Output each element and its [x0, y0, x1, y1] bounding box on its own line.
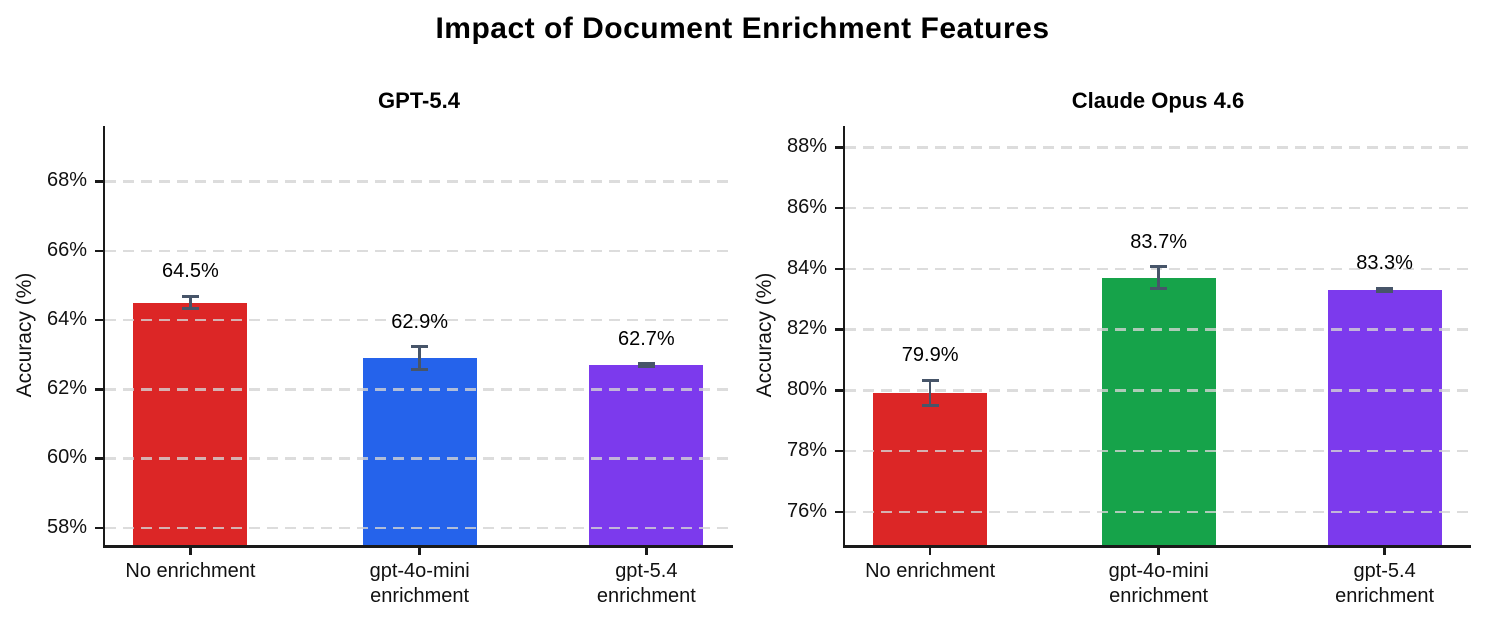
gridline [845, 146, 1471, 149]
y-tick-label: 62% [46, 377, 87, 400]
error-bar-cap-bottom [637, 364, 655, 368]
y-tick-label: 80% [786, 378, 827, 401]
x-tick-mark [1383, 547, 1386, 555]
gridline [105, 457, 733, 460]
y-tick-mark [95, 249, 103, 253]
gridline [105, 388, 733, 391]
x-tick-label-line: enrichment [1109, 585, 1209, 607]
value-label: 79.9% [901, 344, 959, 367]
gridline [105, 180, 733, 183]
value-label: 64.5% [162, 260, 219, 283]
x-tick-mark [1157, 547, 1160, 555]
x-tick-label: gpt-5.4 enrichment [1270, 559, 1485, 609]
y-tick-label: 76% [786, 499, 827, 522]
plot-area-claude: 76% 78% 80% 82% 84% 86% 88% 79.9% No enrichment 8… [787, 126, 1471, 607]
x-tick-label-line: gpt-5.4 [1353, 560, 1416, 582]
x-tick-label-line: No enrichment [865, 560, 996, 582]
x-tick-label-line: enrichment [596, 585, 696, 607]
bar [1327, 289, 1442, 545]
error-bar [928, 380, 932, 406]
x-tick-label-line: gpt-5.4 [615, 560, 678, 582]
error-bar-cap-bottom [181, 307, 199, 311]
error-bar-cap-top [637, 362, 655, 366]
value-label: 62.7% [617, 327, 675, 350]
gridline [845, 449, 1471, 453]
bottom-spine [842, 545, 1471, 548]
error-bar-cap-bottom [921, 404, 939, 408]
x-tick-label: No enrichment [75, 559, 305, 584]
error-bar-cap-top [411, 345, 429, 349]
y-tick-mark [95, 318, 103, 322]
gridline [845, 510, 1471, 514]
error-bar-cap-bottom [411, 367, 429, 371]
error-bar-cap-bottom [1150, 287, 1168, 291]
y-tick-mark [95, 457, 103, 460]
y-tick-label: 60% [46, 446, 87, 469]
x-tick-label-line: gpt-4o-mini [369, 560, 470, 582]
bar [873, 393, 988, 545]
y-tick-mark [95, 526, 103, 530]
left-spine [842, 126, 845, 548]
y-tick-mark [835, 146, 843, 149]
y-tick-mark [835, 328, 843, 331]
subplot-title-gpt: GPT-5.4 [378, 88, 460, 113]
error-bar-cap-top [1150, 265, 1168, 269]
y-tick-mark [835, 449, 843, 453]
error-bar-cap-top [181, 294, 199, 298]
error-bar-cap-top [1376, 286, 1394, 290]
y-tick-mark [835, 267, 843, 271]
y-tick-label: 64% [46, 307, 87, 330]
gridline [845, 389, 1471, 392]
gridline [845, 206, 1471, 210]
figure-title: Impact of Document Enrichment Features [435, 12, 1050, 45]
y-tick-label: 78% [786, 438, 827, 461]
x-tick-mark [928, 547, 932, 555]
bar [589, 364, 704, 545]
error-bar-cap-top [921, 378, 939, 382]
y-tick-label: 66% [46, 238, 87, 261]
x-tick-mark [645, 547, 648, 555]
error-bar [418, 346, 421, 370]
x-tick-label-line: enrichment [1335, 585, 1435, 607]
y-tick-label: 58% [46, 515, 87, 538]
y-tick-mark [835, 510, 843, 514]
left-spine [102, 126, 105, 548]
error-bar [1157, 266, 1160, 289]
bar [1101, 277, 1216, 545]
y-tick-mark [95, 180, 103, 183]
bar [362, 358, 477, 545]
x-tick-label: gpt-4o-mini enrichment [305, 559, 535, 609]
y-tick-label: 68% [46, 169, 87, 192]
value-label: 83.3% [1356, 252, 1413, 275]
y-tick-mark [835, 389, 843, 392]
gridline [105, 318, 733, 322]
value-label: 83.7% [1130, 230, 1187, 253]
x-tick-mark [418, 547, 421, 555]
plot-area-gpt: 58% 60% 62% 64% 66% 68% 64.5% No enrichment 62.9… [47, 126, 733, 607]
y-tick-label: 82% [786, 317, 827, 340]
y-tick-mark [95, 388, 103, 391]
x-tick-label-line: gpt-4o-mini [1108, 560, 1209, 582]
x-tick-mark [189, 547, 192, 555]
bar [133, 302, 248, 545]
gridline [105, 526, 733, 530]
x-tick-label: gpt-4o-mini enrichment [1044, 559, 1274, 609]
gridline [105, 249, 733, 253]
y-tick-label: 88% [786, 135, 827, 158]
error-bar-cap-bottom [1376, 290, 1394, 294]
x-tick-label-line: enrichment [370, 585, 470, 607]
y-tick-label: 86% [786, 195, 827, 218]
subplot-title-claude: Claude Opus 4.6 [1071, 88, 1245, 113]
x-tick-label: gpt-5.4 enrichment [531, 559, 761, 609]
value-label: 62.9% [391, 310, 448, 333]
gridline [845, 328, 1471, 331]
error-bar [189, 296, 192, 309]
bottom-spine [102, 545, 733, 548]
y-tick-mark [835, 206, 843, 210]
error-bar [1383, 288, 1386, 292]
y-tick-label: 84% [786, 256, 827, 279]
x-tick-label-line: No enrichment [125, 560, 256, 582]
x-tick-label: No enrichment [815, 559, 1045, 584]
